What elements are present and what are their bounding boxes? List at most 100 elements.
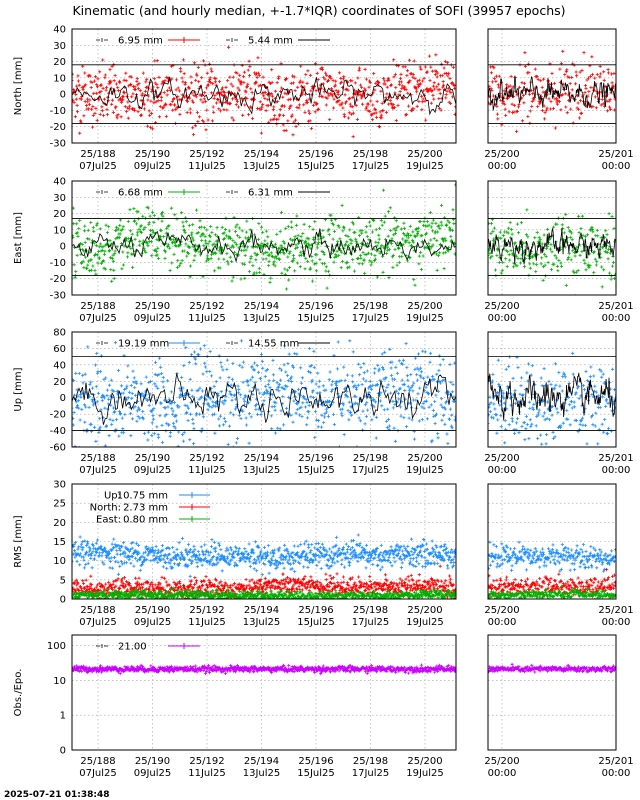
y-tick-label: 20 <box>53 57 66 68</box>
y-tick-label: 40 <box>53 25 66 36</box>
legend-errbar <box>96 341 108 345</box>
legend-label: Up: <box>104 491 121 502</box>
east-zoom-series <box>488 208 616 295</box>
x-tick-label: 25/200 <box>407 453 442 464</box>
east-main-series <box>72 183 456 291</box>
x-tick-label: 17Jul25 <box>352 465 390 476</box>
y-tick-label: 100 <box>47 641 66 652</box>
x-tick-label: 00:00 <box>488 465 517 476</box>
y-tick-label: 0 <box>60 242 66 253</box>
plot-frame <box>487 28 617 144</box>
x-tick-label: 19Jul25 <box>406 313 444 324</box>
figure-title: Kinematic (and hourly median, +-1.7*IQR)… <box>72 3 565 18</box>
legend-errbar <box>226 341 238 345</box>
y-tick-label: 20 <box>53 209 66 220</box>
x-tick-label: 19Jul25 <box>406 768 444 779</box>
y-tick-label: -30 <box>50 139 66 150</box>
x-tick-label: 00:00 <box>488 161 517 172</box>
x-tick-label: 25/196 <box>298 149 333 160</box>
x-tick-label: 00:00 <box>602 617 631 628</box>
x-tick-label: 15Jul25 <box>297 313 335 324</box>
x-tick-label: 25/188 <box>80 301 115 312</box>
x-tick-label: 15Jul25 <box>297 768 335 779</box>
x-tick-label: 13Jul25 <box>243 617 281 628</box>
x-tick-label: 07Jul25 <box>79 768 117 779</box>
x-tick-label: 11Jul25 <box>188 617 226 628</box>
x-tick-label: 25/198 <box>353 453 388 464</box>
x-tick-label: 00:00 <box>602 768 631 779</box>
median-line <box>72 228 456 263</box>
x-tick-label: 09Jul25 <box>134 617 172 628</box>
x-tick-label: 25/201 <box>598 301 633 312</box>
y-tick-label: 20 <box>53 377 66 388</box>
x-tick-label: 25/188 <box>80 756 115 767</box>
y-tick-label: 0 <box>60 595 66 606</box>
x-tick-label: 25/194 <box>244 149 279 160</box>
y-tick-label: 20 <box>53 518 66 529</box>
x-tick-label: 25/196 <box>298 756 333 767</box>
x-tick-label: 25/201 <box>598 605 633 616</box>
y-tick-label: 30 <box>53 480 66 491</box>
panels: 25/18807Jul2525/19009Jul2525/19211Jul252… <box>13 25 634 780</box>
north-ylabel: North [mm] <box>13 57 24 116</box>
y-tick-label: 0 <box>60 746 66 757</box>
x-tick-label: 25/200 <box>484 301 519 312</box>
legend-errbar <box>226 190 238 194</box>
y-tick-label: -20 <box>50 410 66 421</box>
x-tick-label: 09Jul25 <box>134 768 172 779</box>
y-tick-label: 30 <box>53 41 66 52</box>
x-tick-label: 25/192 <box>189 453 224 464</box>
x-tick-label: 25/196 <box>298 605 333 616</box>
y-tick-label: -40 <box>50 426 66 437</box>
east-zoom-panel-grid <box>488 180 617 296</box>
plot-frame <box>487 483 617 600</box>
east-legend: 6.68 mm 6.31 mm <box>96 188 330 199</box>
data-points <box>72 587 456 599</box>
x-tick-label: 09Jul25 <box>134 313 172 324</box>
x-tick-label: 25/198 <box>353 149 388 160</box>
data-points <box>488 351 616 446</box>
x-tick-label: 07Jul25 <box>79 313 117 324</box>
x-tick-label: 25/201 <box>598 453 633 464</box>
x-tick-label: 17Jul25 <box>352 768 390 779</box>
up-legend: 19.19 mm 14.55 mm <box>96 339 330 350</box>
x-tick-label: 25/188 <box>80 453 115 464</box>
legend-value: 6.68 mm <box>118 188 163 199</box>
y-tick-label: 30 <box>53 193 66 204</box>
legend-label: East: <box>96 515 121 526</box>
up-zoom-series <box>488 351 616 446</box>
legend-value: 6.95 mm <box>118 36 163 47</box>
legend-value: 6.31 mm <box>248 188 293 199</box>
x-tick-label: 25/200 <box>407 301 442 312</box>
x-tick-label: 25/192 <box>189 149 224 160</box>
legend-value: 21.00 <box>118 642 147 653</box>
y-tick-label: -60 <box>50 443 66 454</box>
plot-frame <box>487 331 617 448</box>
x-tick-label: 13Jul25 <box>243 161 281 172</box>
x-tick-label: 25/198 <box>353 301 388 312</box>
x-tick-label: 11Jul25 <box>188 768 226 779</box>
x-tick-label: 19Jul25 <box>406 617 444 628</box>
x-tick-label: 00:00 <box>602 313 631 324</box>
y-tick-label: -10 <box>50 258 66 269</box>
up-ylabel: Up [mm] <box>13 367 24 411</box>
x-tick-label: 25/194 <box>244 605 279 616</box>
x-tick-label: 25/194 <box>244 756 279 767</box>
x-tick-label: 15Jul25 <box>297 161 335 172</box>
plot-frame <box>71 483 457 600</box>
x-tick-label: 00:00 <box>488 313 517 324</box>
x-tick-label: 00:00 <box>602 161 631 172</box>
x-tick-label: 25/200 <box>484 605 519 616</box>
plot-frame <box>71 180 457 296</box>
x-tick-label: 07Jul25 <box>79 465 117 476</box>
data-points <box>488 662 616 674</box>
legend-value: 2.73 mm <box>123 503 168 514</box>
x-tick-label: 25/190 <box>135 301 170 312</box>
legend-errbar <box>226 38 238 42</box>
plot-frame <box>71 331 457 448</box>
